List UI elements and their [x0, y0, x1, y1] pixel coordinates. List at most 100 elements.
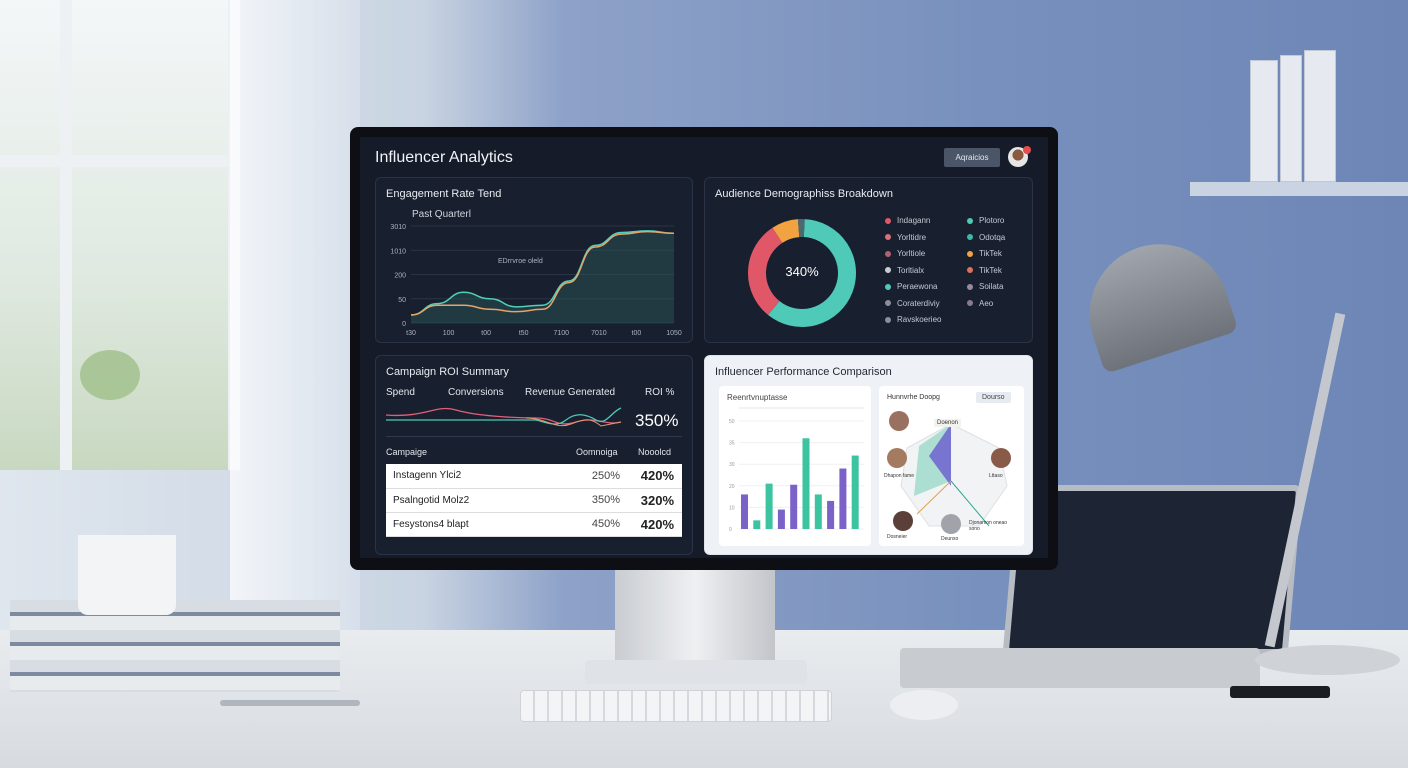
influencer-avatar	[941, 514, 961, 534]
engagement-subtitle: Past Quarterl	[412, 209, 471, 220]
bar	[777, 509, 785, 529]
bar	[790, 484, 798, 529]
radar-series-purple	[929, 424, 951, 486]
x-tick-label: t50	[519, 330, 529, 337]
y-tick-label: 3010	[390, 224, 406, 231]
legend-dot	[967, 300, 973, 306]
engagement-annotation: EDrrvroe oleld	[498, 258, 543, 265]
series-line-0	[410, 230, 675, 316]
metric-spend: Spend	[386, 387, 415, 398]
x-tick-label: t00	[481, 330, 491, 337]
col-campaign: Campaige	[386, 447, 428, 457]
legend-dot	[967, 234, 973, 240]
pencil-cup	[78, 535, 176, 615]
metric-revenue: Revenue Generated	[525, 387, 616, 398]
engagement-title: Engagement Rate Tend	[386, 188, 502, 200]
shelf	[1190, 182, 1408, 196]
phone	[1230, 686, 1330, 698]
cell-value: 450%	[591, 518, 620, 530]
legend-dot	[967, 250, 973, 257]
bar	[827, 500, 835, 529]
y-tick-label: 1010	[390, 248, 406, 255]
bar	[765, 483, 773, 529]
bar-chart: 50 35 30 20 10 0	[729, 407, 864, 533]
legend-label: Torltialx	[897, 265, 925, 275]
legend-dot	[967, 217, 973, 224]
legend-item: Aeo	[967, 299, 993, 308]
legend-label: Odotqa	[979, 232, 1006, 242]
y-tick-label: 10	[729, 505, 735, 511]
radar-label: Dhapon fame	[883, 473, 915, 479]
table-row[interactable]: Fesystons4 blapt 450% 420%	[386, 512, 682, 536]
bar	[839, 468, 847, 529]
radar-badge: Doenon	[934, 419, 962, 427]
curtain	[230, 0, 360, 640]
monitor-foot	[585, 660, 807, 684]
radar-card: Hunnvrhe Doopg Dourso Doenon Dhapon fame…	[879, 386, 1024, 546]
y-tick-label: 200	[394, 273, 406, 280]
legend-item: Odotqa	[967, 233, 1005, 242]
legend-label: Plotoro	[979, 216, 1005, 225]
legend-item: Torltialx	[885, 266, 924, 275]
bar	[814, 494, 822, 529]
y-tick-label: 0	[402, 321, 406, 328]
y-tick-label: 50	[398, 297, 406, 304]
bar-chart-card: Reenrtvnuptasse 50 35 30 20 10 0	[719, 386, 871, 546]
legend-item: Peraewona	[885, 282, 937, 291]
legend-dot	[967, 267, 973, 273]
y-tick-label: 35	[729, 441, 735, 447]
legend-item: Indagann	[885, 216, 930, 225]
cell-value: 420%	[640, 468, 674, 484]
col-3: Nooolcd	[638, 447, 672, 457]
legend-item: Plotoro	[967, 216, 1004, 225]
legend-dot	[885, 217, 891, 224]
x-tick-label: 7100	[553, 330, 569, 337]
demographics-panel: Audience Demographiss Broakdown 340% Ind…	[704, 177, 1033, 343]
donut-slice	[748, 227, 783, 316]
window	[0, 0, 240, 470]
metric-conversions: Conversions	[448, 387, 504, 398]
influencer-avatar	[893, 511, 913, 531]
radar-button[interactable]: Dourso	[976, 392, 1011, 403]
legend-item: Coraterdiviy	[885, 299, 940, 308]
pen	[220, 700, 360, 706]
y-tick-label: 50	[729, 419, 735, 425]
donut-slice	[772, 219, 800, 244]
bar	[851, 455, 859, 529]
bar	[741, 494, 748, 529]
bar	[753, 520, 761, 529]
mouse	[890, 690, 958, 720]
table-row[interactable]: Instagenn Ylci2 250% 420%	[386, 464, 682, 488]
table-row[interactable]: Psalngotid Molz2 350% 320%	[386, 488, 682, 512]
influencer-avatar	[887, 448, 907, 468]
legend-item: Soilata	[967, 282, 1003, 291]
roi-sparklines	[386, 407, 622, 427]
legend-dot	[885, 316, 891, 323]
legend-item: TikTek	[967, 266, 1002, 275]
legend-dot	[885, 267, 891, 273]
bar	[802, 438, 810, 529]
legend-item: Yorltidre	[885, 233, 926, 242]
header-button[interactable]: Aqraicios	[944, 148, 1000, 167]
x-tick-label: t30	[406, 330, 416, 337]
radar-title: Hunnvrhe Doopg	[887, 394, 940, 401]
legend-label: TikTek	[979, 265, 1002, 275]
legend-label: Yorltiole	[897, 249, 926, 258]
cell-value: 320%	[640, 492, 674, 508]
revenue-line	[525, 417, 622, 427]
radar-label: Djonamon oneao sono	[969, 520, 1008, 532]
legend-label: Indagann	[897, 216, 931, 225]
bar-chart-title: Reenrtvnuptasse	[727, 393, 788, 402]
series-line-1	[410, 230, 675, 316]
campaign-name: Fesystons4 blapt	[393, 518, 469, 530]
conversions-line	[386, 407, 622, 425]
influencer-avatar	[889, 411, 909, 431]
app-title: Influencer Analytics	[375, 149, 513, 166]
x-tick-label: t00	[632, 330, 642, 337]
legend-dot	[885, 234, 891, 240]
campaign-name: Instagenn Ylci2	[393, 470, 462, 482]
y-tick-label: 30	[729, 462, 735, 468]
radar-label: Deunxo	[941, 536, 959, 542]
influencer-avatar	[991, 448, 1011, 468]
legend-dot	[885, 283, 891, 290]
